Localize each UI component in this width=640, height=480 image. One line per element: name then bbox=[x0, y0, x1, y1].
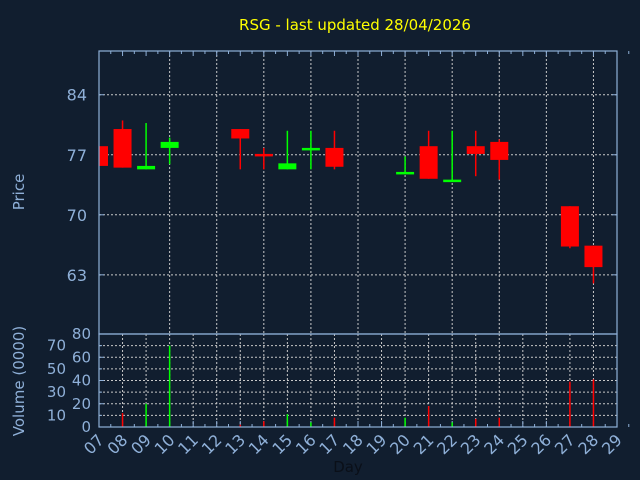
candle-body bbox=[419, 146, 438, 179]
candle-body bbox=[560, 206, 579, 247]
price-tick-label: 84 bbox=[67, 86, 87, 105]
price-tick-label: 63 bbox=[67, 266, 87, 285]
chart-title: RSG - last updated 28/04/2026 bbox=[239, 16, 471, 34]
candle-body bbox=[396, 171, 415, 175]
price-axis-label: Price bbox=[10, 174, 28, 211]
volume-tick-label: 50 bbox=[47, 360, 66, 378]
candle-body bbox=[325, 147, 344, 167]
candle-body bbox=[278, 163, 297, 170]
candle-body bbox=[466, 146, 485, 154]
volume-tick-label: 70 bbox=[47, 337, 66, 355]
volume-tick-label: 60 bbox=[72, 348, 91, 366]
candle-body bbox=[254, 153, 273, 157]
candle-body bbox=[584, 245, 603, 268]
volume-tick-label: 80 bbox=[72, 325, 91, 343]
volume-tick-label: 40 bbox=[72, 372, 91, 390]
price-tick-label: 70 bbox=[67, 206, 87, 225]
x-tick-label: 29 bbox=[598, 430, 626, 458]
volume-tick-label: 0 bbox=[81, 418, 91, 436]
candle-body bbox=[160, 141, 179, 148]
candle-body bbox=[137, 165, 156, 170]
volume-tick-label: 30 bbox=[47, 383, 66, 401]
candle-body bbox=[490, 141, 509, 160]
x-axis-label: Day bbox=[333, 458, 363, 476]
volume-axis-label: Volume (0000) bbox=[10, 326, 28, 436]
price-tick-label: 77 bbox=[67, 146, 87, 165]
volume-tick-label: 10 bbox=[47, 406, 66, 424]
volume-tick-label: 20 bbox=[72, 395, 91, 413]
candle-body bbox=[443, 179, 462, 183]
candle-body bbox=[301, 147, 320, 151]
volume-panel-frame bbox=[98, 333, 618, 428]
candles bbox=[99, 120, 603, 284]
candle-body bbox=[113, 129, 132, 168]
candle-body bbox=[99, 146, 108, 166]
candle-body bbox=[231, 129, 250, 139]
